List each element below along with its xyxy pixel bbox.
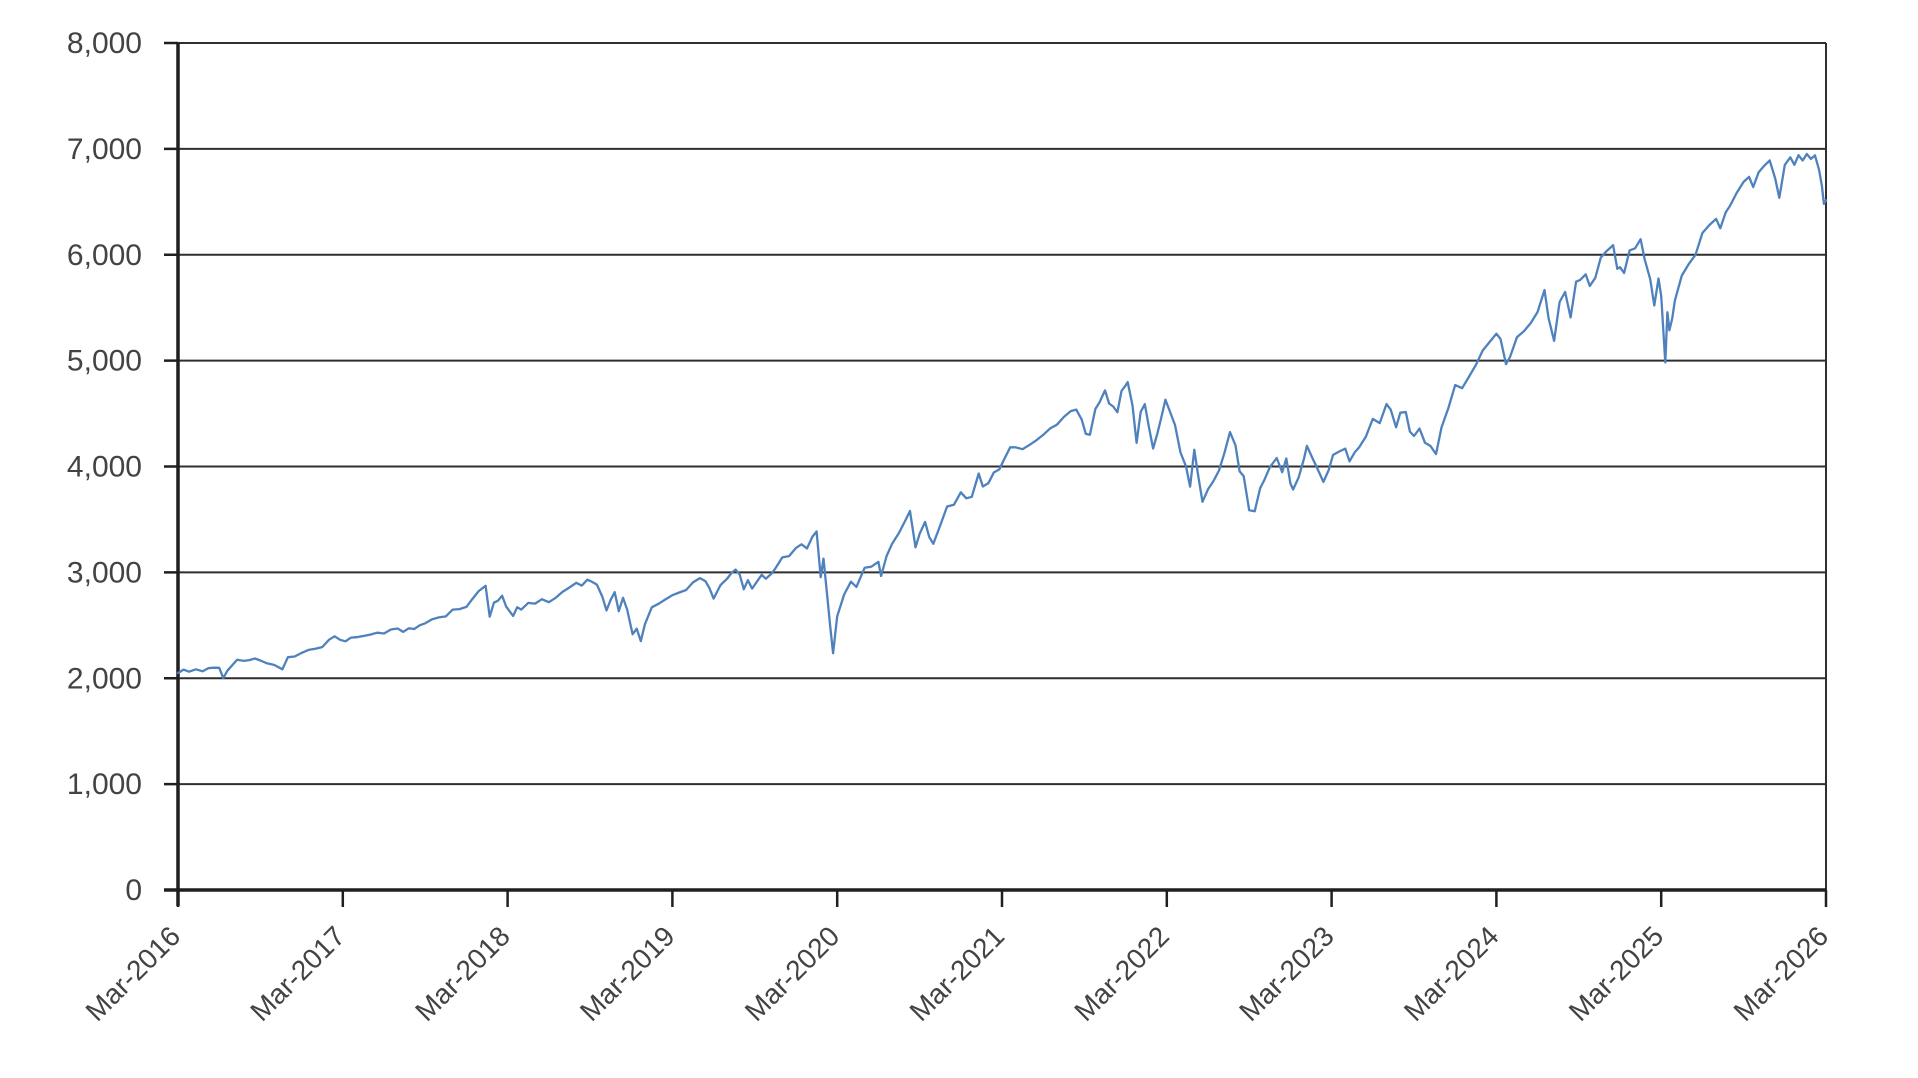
y-axis-label: 5,000 (67, 345, 142, 378)
y-axis-label: 1,000 (67, 768, 142, 801)
x-axis-label: Mar-2021 (904, 920, 1011, 1027)
y-axis-label: 6,000 (67, 239, 142, 272)
x-axis-label: Mar-2018 (409, 920, 516, 1027)
y-axis-label: 0 (125, 874, 142, 907)
x-axis-label: Mar-2022 (1068, 920, 1175, 1027)
x-axis-label: Mar-2020 (739, 920, 846, 1027)
y-axis-label: 7,000 (67, 133, 142, 166)
x-axis-label: Mar-2017 (244, 920, 351, 1027)
y-axis-label: 2,000 (67, 662, 142, 695)
x-axis-label: Mar-2026 (1728, 920, 1835, 1027)
y-axis-label: 8,000 (67, 27, 142, 60)
y-axis-label: 4,000 (67, 451, 142, 484)
x-axis-label: Mar-2019 (574, 920, 681, 1027)
price-series-line (176, 152, 1828, 680)
y-axis-label: 3,000 (67, 556, 142, 589)
x-axis-label: Mar-2023 (1233, 920, 1340, 1027)
x-axis-label: Mar-2025 (1563, 920, 1670, 1027)
x-axis-label: Mar-2024 (1398, 920, 1505, 1027)
x-axis-label: Mar-2016 (80, 920, 187, 1027)
